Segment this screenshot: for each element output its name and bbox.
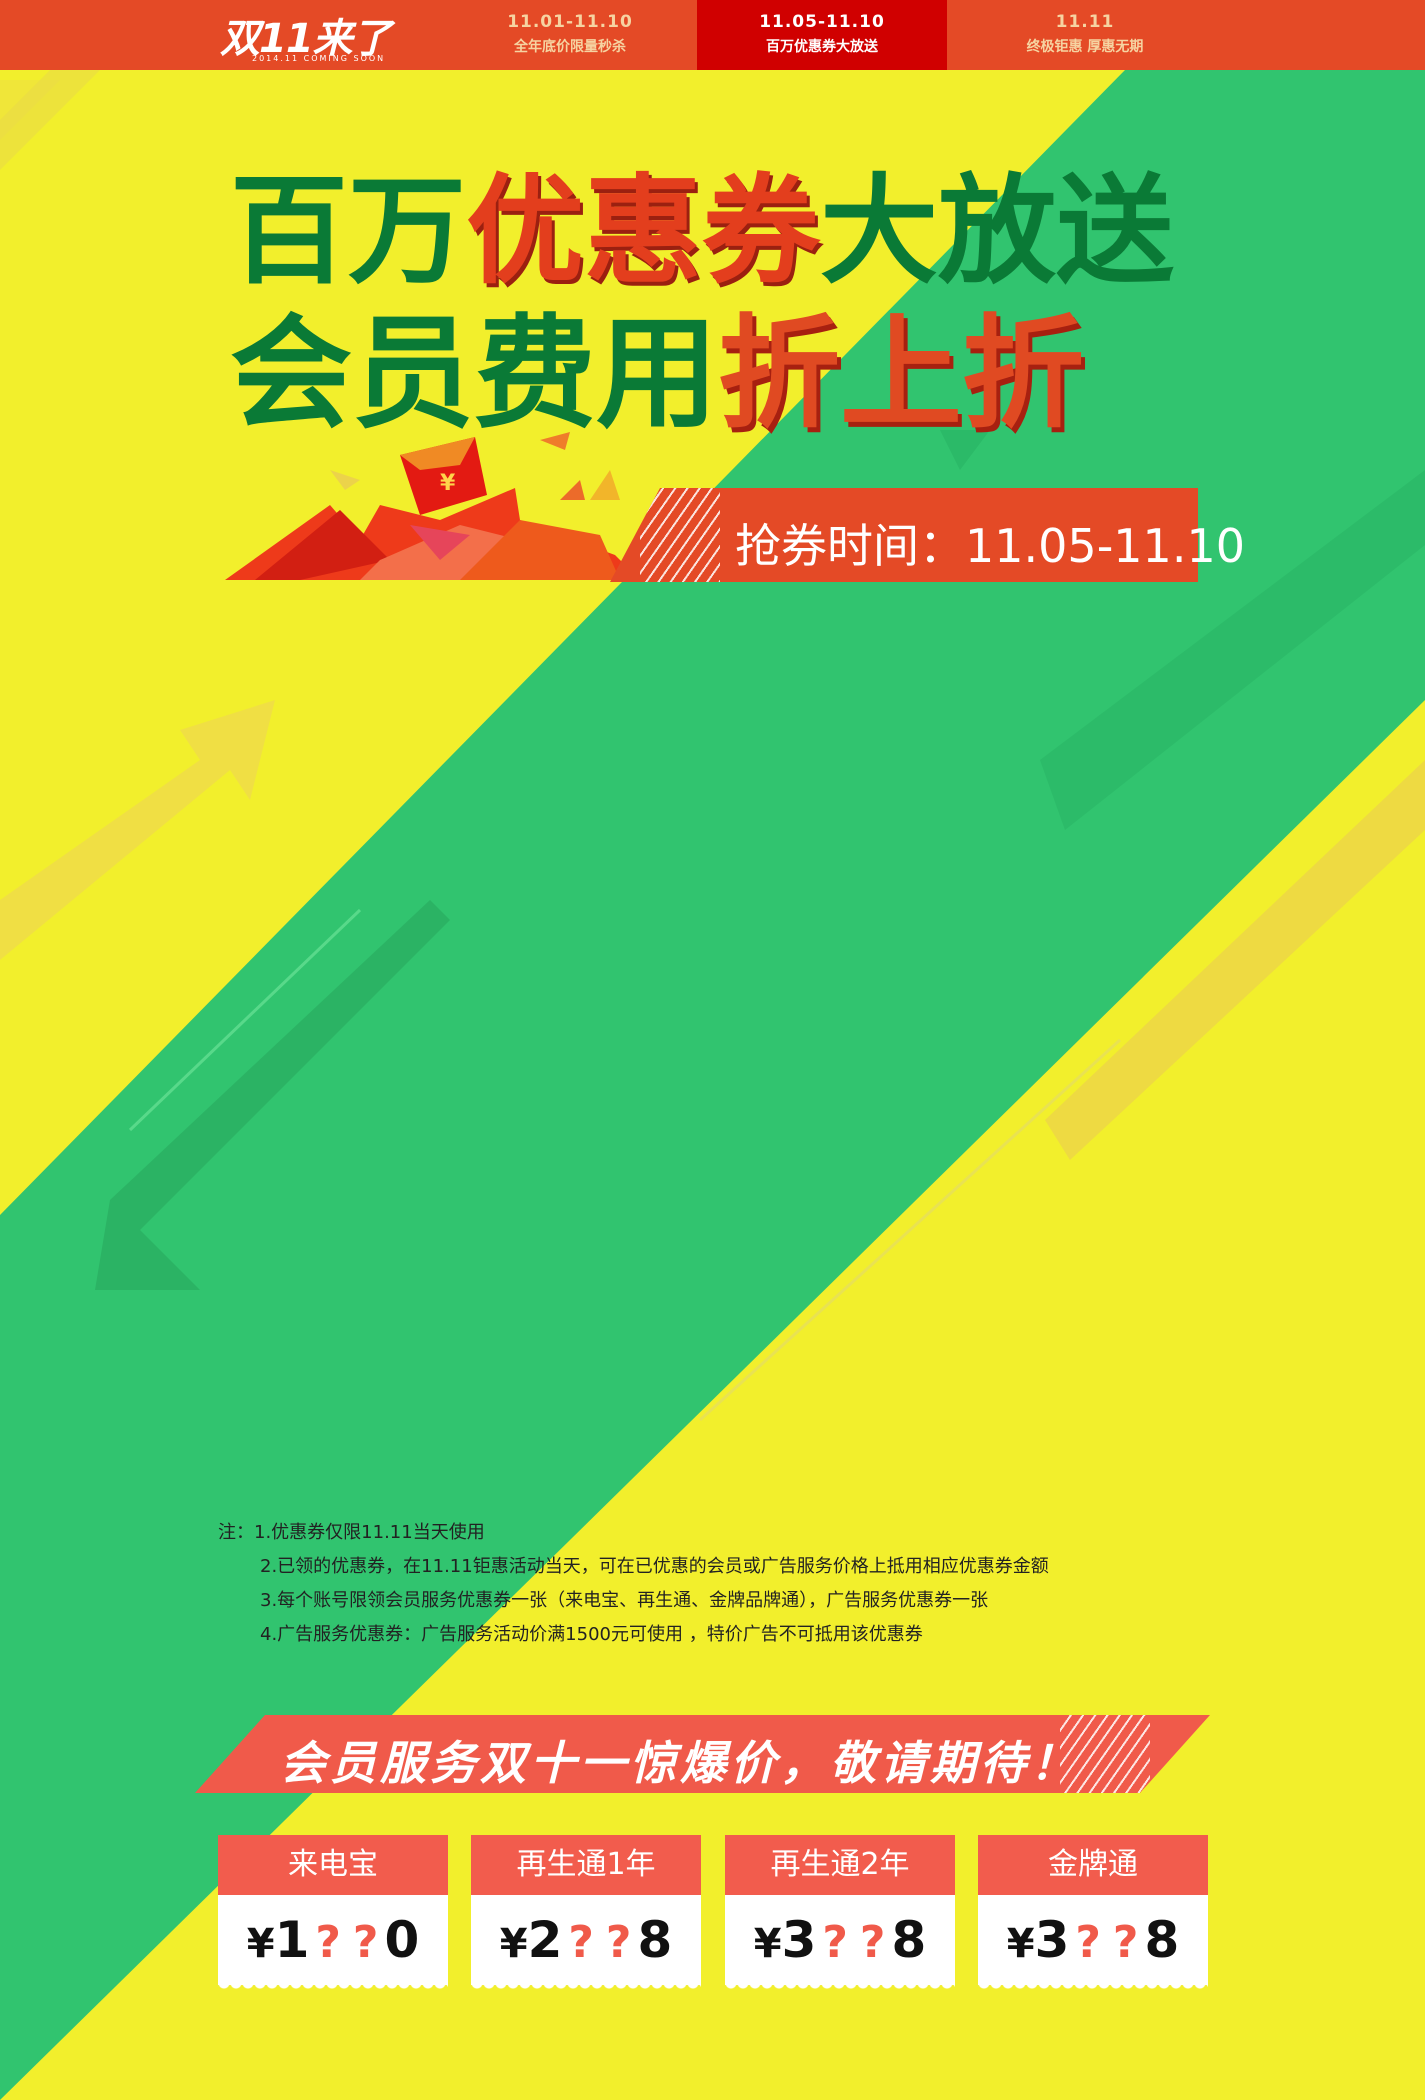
price-card-jinpaitong[interactable]: 金牌通 ¥3?? 8 [978, 1835, 1208, 1991]
currency-symbol: ¥ [1006, 1921, 1035, 1967]
hero-text-member-fee: 会员费用 [230, 301, 718, 445]
top-nav: 双11来了 2014.11 COMING SOON 11.01-11.10 全年… [0, 0, 1425, 70]
price-card-title: 来电宝 [218, 1835, 448, 1895]
price-digit: 3 [1034, 1911, 1070, 1969]
price-digit: 8 [891, 1911, 927, 1969]
price-card-price: ¥3?? 8 [725, 1895, 955, 1991]
price-mask: ? [605, 1917, 632, 1968]
logo-sub-text: 2014.11 COMING SOON [252, 54, 386, 63]
price-card-title: 金牌通 [978, 1835, 1208, 1895]
price-digit: 2 [527, 1911, 563, 1969]
coupon-time-text: 抢券时间：11.05-11.10 [735, 519, 1245, 573]
price-card-price: ¥1?? 0 [218, 1895, 448, 1991]
note-item: 4.广告服务优惠券：广告服务活动价满1500元可使用 ，特价广告不可抵用该优惠券 [260, 1624, 923, 1645]
hero-headline-1: 百万优惠券大放送 [230, 135, 1220, 306]
price-mask: ? [1075, 1917, 1101, 1968]
nav-tab-date: 11.01-11.10 [507, 12, 633, 32]
currency-symbol: ¥ [499, 1921, 528, 1967]
price-digit: 8 [637, 1911, 673, 1969]
nav-tab-label: 终极钜惠 厚惠无期 [1026, 39, 1144, 55]
price-mask: ? [822, 1917, 848, 1968]
price-mask: ? [1112, 1917, 1139, 1968]
price-card-price: ¥2?? 8 [471, 1895, 701, 1991]
price-digit: 8 [1144, 1911, 1180, 1969]
logo-main-text: 双11来了 [220, 16, 392, 62]
coupon-time-ribbon [610, 488, 1198, 582]
price-card-laidianbao[interactable]: 来电宝 ¥1?? 0 [218, 1835, 448, 1991]
hero-text-million: 百万 [230, 161, 467, 300]
price-digit: 0 [384, 1911, 420, 1969]
currency-symbol: ¥ [246, 1921, 275, 1967]
price-digit: 3 [781, 1911, 817, 1969]
nav-tab-date: 11.11 [1055, 12, 1115, 32]
price-mask: ? [352, 1917, 379, 1968]
price-digit: 1 [274, 1911, 310, 1969]
hero-text-coupon: 优惠券 [466, 161, 821, 300]
price-mask: ? [859, 1917, 886, 1968]
hero-headline-2: 会员费用折上折 [230, 275, 1220, 452]
member-service-banner-text: 会员服务双十一惊爆价，敬请期待！ [280, 1736, 1080, 1790]
note-item: 3.每个账号限领会员服务优惠券一张（来电宝、再生通、金牌品牌通），广告服务优惠券… [260, 1590, 989, 1611]
nav-tab-final-deals[interactable]: 11.11 终极钜惠 厚惠无期 [960, 0, 1210, 70]
note-item: 2.已领的优惠券，在11.11钜惠活动当天，可在已优惠的会员或广告服务价格上抵用… [260, 1556, 1049, 1577]
svg-text:¥: ¥ [440, 471, 456, 496]
price-card-price: ¥3?? 8 [978, 1895, 1208, 1991]
price-card-title: 再生通1年 [471, 1835, 701, 1895]
price-card-zaishengtong-2yr[interactable]: 再生通2年 ¥3?? 8 [725, 1835, 955, 1991]
nav-tab-label: 百万优惠券大放送 [766, 39, 878, 55]
nav-tab-date: 11.05-11.10 [759, 12, 885, 32]
logo[interactable]: 双11来了 2014.11 COMING SOON [210, 4, 410, 66]
currency-symbol: ¥ [753, 1921, 782, 1967]
nav-tab-label: 全年底价限量秒杀 [514, 39, 626, 55]
member-service-banner [195, 1715, 1210, 1793]
price-mask: ? [568, 1917, 594, 1968]
nav-tab-flash-sale[interactable]: 11.01-11.10 全年底价限量秒杀 [445, 0, 695, 70]
price-card-zaishengtong-1yr[interactable]: 再生通1年 ¥2?? 8 [471, 1835, 701, 1991]
hero-text-giveaway: 大放送 [820, 161, 1175, 300]
price-card-title: 再生通2年 [725, 1835, 955, 1895]
nav-tab-coupons[interactable]: 11.05-11.10 百万优惠券大放送 [697, 0, 947, 70]
price-mask: ? [315, 1917, 341, 1968]
hero-text-extra-discount: 折上折 [718, 301, 1084, 445]
note-item: 注：1.优惠券仅限11.11当天使用 [218, 1522, 485, 1543]
